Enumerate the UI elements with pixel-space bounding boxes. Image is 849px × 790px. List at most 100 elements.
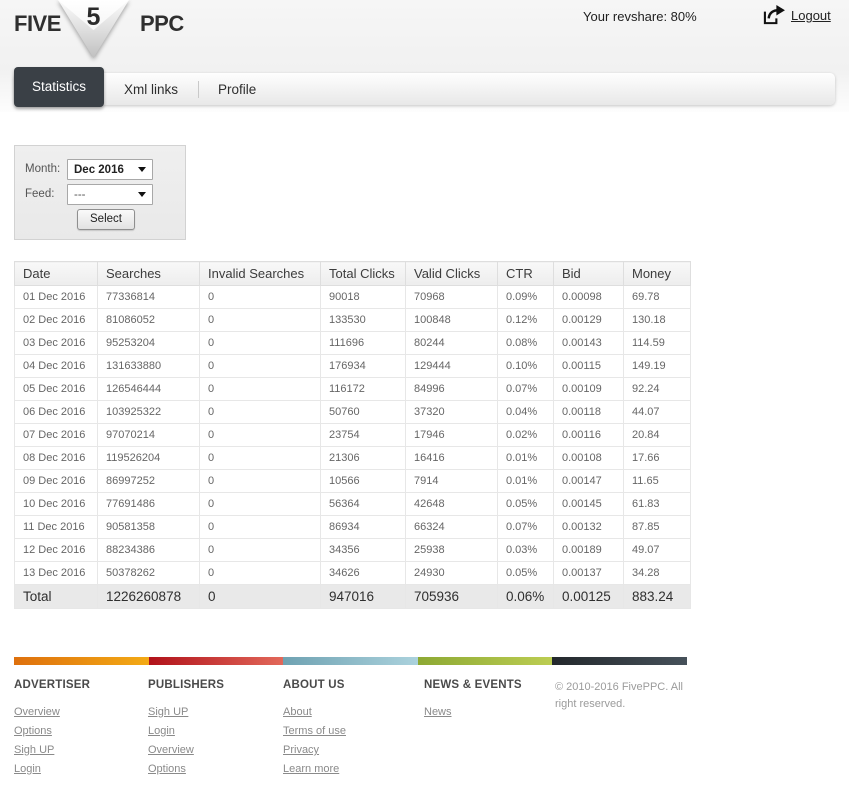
column-header-bid: Bid	[553, 261, 624, 286]
table-cell: 87.85	[623, 515, 691, 539]
footer-link-terms-of-use[interactable]: Terms of use	[283, 725, 346, 737]
footer-heading: NEWS & EVENTS	[424, 679, 522, 691]
table-cell: 34626	[320, 561, 406, 585]
logo: FIVE 5 PPC	[14, 0, 184, 60]
table-cell: 03 Dec 2016	[14, 331, 98, 355]
column-header-ctr: CTR	[497, 261, 554, 286]
table-cell: 86997252	[97, 469, 200, 493]
footer: ADVERTISER Overview Options Sigh UP Login PUB…	[14, 679, 714, 782]
stripe-segment-4	[552, 657, 687, 665]
footer-heading: PUBLISHERS	[148, 679, 225, 691]
table-cell: 0	[199, 561, 321, 585]
footer-column-news-events: NEWS & EVENTS News	[424, 679, 555, 782]
footer-link-learn-more[interactable]: Learn more	[283, 763, 340, 775]
footer-link-login[interactable]: Login	[148, 725, 175, 737]
logo-shield-icon: 5	[58, 0, 129, 58]
table-cell: 34.28	[623, 561, 691, 585]
table-cell: 103925322	[97, 400, 200, 424]
table-cell: 06 Dec 2016	[14, 400, 98, 424]
table-cell: 0	[199, 377, 321, 401]
table-cell: 0.08%	[497, 331, 554, 355]
footer-heading: ABOUT US	[283, 679, 345, 691]
tab-profile[interactable]: Profile	[198, 73, 276, 105]
table-cell: 0.09%	[497, 285, 554, 309]
table-cell: 0.05%	[497, 561, 554, 585]
table-cell: 77336814	[97, 285, 200, 309]
table-cell: 129444	[405, 354, 498, 378]
table-cell: 111696	[320, 331, 406, 355]
table-cell: 0.01%	[497, 446, 554, 470]
footer-link-about[interactable]: About	[283, 706, 312, 718]
table-cell: 0	[199, 515, 321, 539]
table-cell: 0	[199, 354, 321, 378]
table-cell: 10 Dec 2016	[14, 492, 98, 516]
table-cell: 0.07%	[497, 377, 554, 401]
table-cell: 0.00132	[553, 515, 624, 539]
table-cell: 100848	[405, 308, 498, 332]
table-cell: 0	[199, 400, 321, 424]
table-cell: 95253204	[97, 331, 200, 355]
table-cell: 0	[199, 492, 321, 516]
table-cell: 0	[199, 308, 321, 332]
table-cell: 17.66	[623, 446, 691, 470]
table-row: 11 Dec 2016 90581358 0 86934 66324 0.07% 0.001…	[14, 515, 691, 539]
footer-link-overview[interactable]: Overview	[148, 744, 194, 756]
footer-link-sigh-up[interactable]: Sigh UP	[148, 706, 189, 718]
logout-button[interactable]: Logout	[762, 5, 831, 26]
footer-stripe	[14, 657, 687, 665]
feed-select[interactable]: ---	[67, 184, 153, 205]
tab-bar: Statistics Xml links Profile	[14, 66, 835, 107]
table-cell: 0.00147	[553, 469, 624, 493]
tab-xml-links[interactable]: Xml links	[124, 81, 179, 97]
table-cell: 0.00108	[553, 446, 624, 470]
table-cell: 88234386	[97, 538, 200, 562]
table-total-row: Total 1226260878 0 947016 705936 0.06% 0.00125…	[14, 584, 691, 609]
table-cell: 0.00115	[553, 354, 624, 378]
table-cell: 16416	[405, 446, 498, 470]
footer-link-privacy[interactable]: Privacy	[283, 744, 320, 756]
table-cell: 50378262	[97, 561, 200, 585]
month-select[interactable]: Dec 2016	[67, 159, 153, 180]
stripe-segment-2	[283, 657, 418, 665]
footer-link-overview[interactable]: Overview	[14, 706, 60, 718]
footer-link-news[interactable]: News	[424, 706, 452, 718]
column-header-searches: Searches	[97, 261, 200, 286]
table-cell: 0.00116	[553, 423, 624, 447]
footer-link-sigh-up[interactable]: Sigh UP	[14, 744, 55, 756]
table-cell: 80244	[405, 331, 498, 355]
table-cell: 11 Dec 2016	[14, 515, 98, 539]
table-row: 12 Dec 2016 88234386 0 34356 25938 0.03% 0.001…	[14, 538, 691, 562]
table-cell: 24930	[405, 561, 498, 585]
table-cell: 92.24	[623, 377, 691, 401]
select-button[interactable]: Select	[77, 209, 135, 230]
month-select-value: Dec 2016	[74, 163, 124, 176]
table-cell: 44.07	[623, 400, 691, 424]
table-cell: 25938	[405, 538, 498, 562]
table-cell: 70968	[405, 285, 498, 309]
feed-select-value: ---	[74, 188, 86, 201]
footer-link-options[interactable]: Options	[14, 725, 52, 737]
statistics-table: Date Searches Invalid Searches Total Clicks…	[14, 261, 691, 609]
column-header-money: Money	[623, 261, 691, 286]
footer-link-options[interactable]: Options	[148, 763, 186, 775]
stripe-segment-1	[148, 657, 284, 665]
column-header-total-clicks: Total Clicks	[320, 261, 406, 286]
footer-column-advertiser: ADVERTISER Overview Options Sigh UP Login	[14, 679, 148, 782]
table-cell: 149.19	[623, 354, 691, 378]
column-header-invalid-searches: Invalid Searches	[199, 261, 321, 286]
table-row: 03 Dec 2016 95253204 0 111696 80244 0.08% 0.00…	[14, 331, 691, 355]
table-cell: 0.02%	[497, 423, 554, 447]
table-cell: 0.07%	[497, 515, 554, 539]
logout-icon	[763, 5, 785, 25]
table-row: 08 Dec 2016 119526204 0 21306 16416 0.01% 0.00…	[14, 446, 691, 470]
tab-statistics[interactable]: Statistics	[14, 66, 105, 107]
table-cell: 10566	[320, 469, 406, 493]
table-row: 07 Dec 2016 97070214 0 23754 17946 0.02% 0.001…	[14, 423, 691, 447]
table-body: 01 Dec 2016 77336814 0 90018 70968 0.09% 0.000…	[14, 285, 691, 609]
table-cell: 04 Dec 2016	[14, 354, 98, 378]
table-cell: 0	[199, 446, 321, 470]
stripe-segment-3	[417, 657, 553, 665]
table-row: 09 Dec 2016 86997252 0 10566 7914 0.01% 0.0014…	[14, 469, 691, 493]
footer-link-login[interactable]: Login	[14, 763, 41, 775]
table-cell: 705936	[405, 584, 498, 609]
